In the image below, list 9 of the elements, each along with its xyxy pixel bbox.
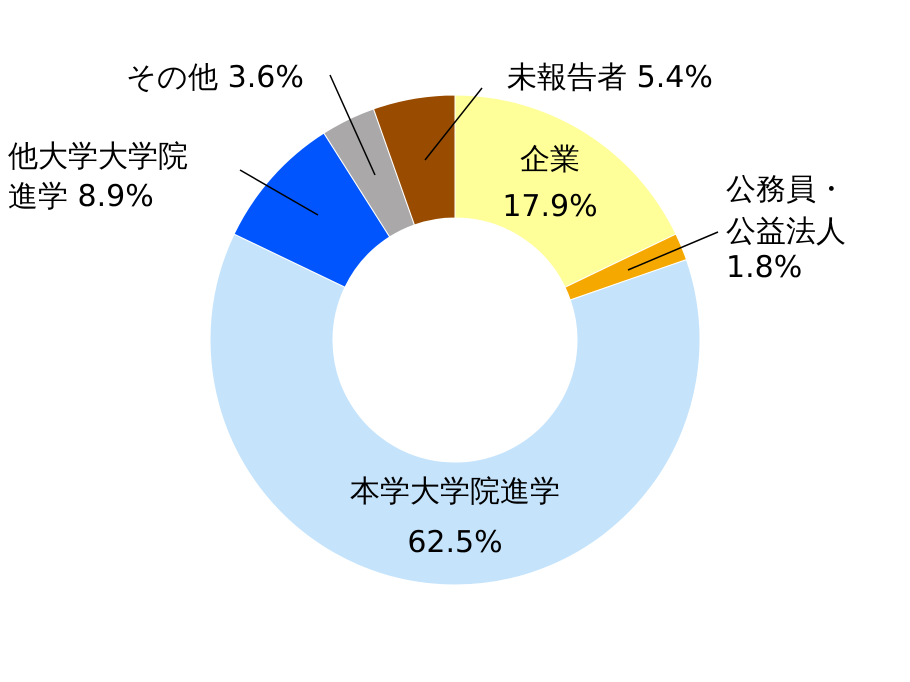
slice-label: 未報告者 5.4% — [507, 60, 713, 95]
slice-label: 公務員・公益法人 — [726, 172, 846, 249]
slice-label: 企業 — [520, 142, 580, 177]
slice-label: その他 3.6% — [126, 60, 304, 95]
slice-label: 他大学大学院進学 8.9% — [8, 139, 188, 214]
data-label: 17.9% — [502, 189, 598, 224]
data-label: 1.8% — [726, 250, 802, 285]
slice-label: 本学大学院進学 — [350, 474, 560, 509]
data-label: 62.5% — [407, 525, 503, 560]
